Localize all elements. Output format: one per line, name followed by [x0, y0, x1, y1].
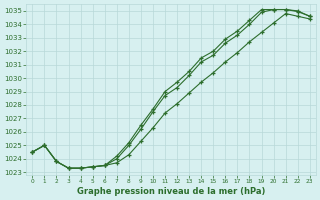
X-axis label: Graphe pression niveau de la mer (hPa): Graphe pression niveau de la mer (hPa): [77, 187, 265, 196]
